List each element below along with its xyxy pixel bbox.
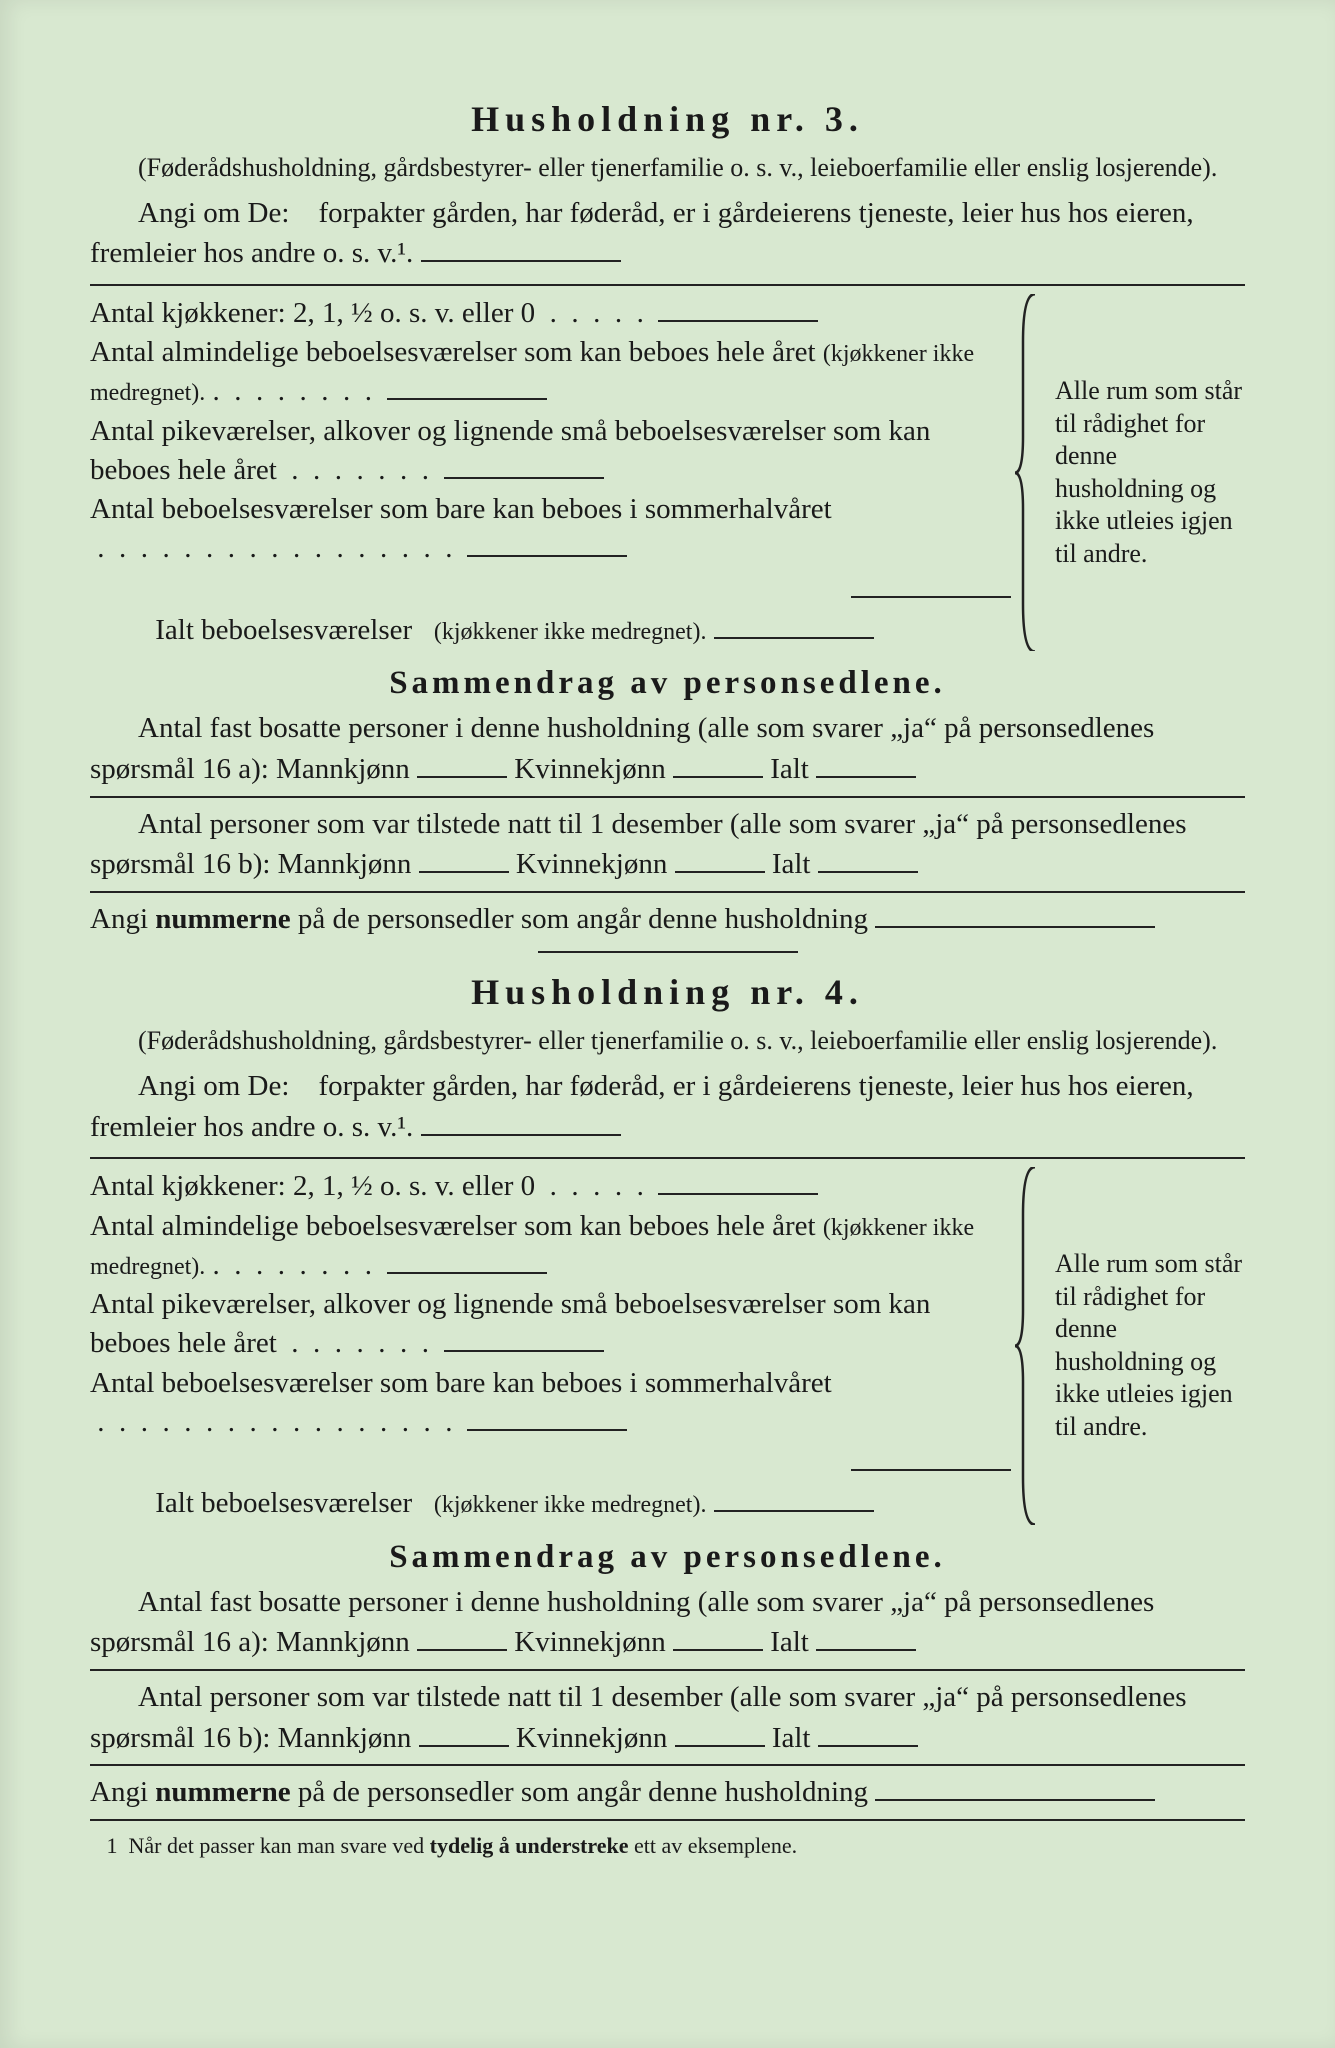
nummerne-line: Angi nummerne på de personsedler som ang… <box>90 899 1245 940</box>
household3-summary-title: Sammendrag av personsedlene. <box>90 665 1245 702</box>
kitchens-line: Antal kjøkkener: 2, 1, ½ o. s. v. eller … <box>90 294 1015 333</box>
nummerne-rest: på de personsedler som angår denne husho… <box>298 903 868 935</box>
household4-angi: Angi om De: forpakter gården, har føderå… <box>90 1066 1245 1147</box>
blank-line <box>714 1484 874 1512</box>
kvinne-label: Kvinnekjønn <box>516 848 667 880</box>
nummerne-line: Angi nummerne på de personsedler som ang… <box>90 1772 1245 1813</box>
blank-line <box>816 1623 916 1651</box>
ordinary-text: Antal almindelige beboelsesværelser som … <box>90 1210 816 1242</box>
summer-line: Antal beboelsesværelser som bare kan beb… <box>90 1365 1015 1441</box>
center-divider <box>538 951 798 953</box>
nummerne-pre: Angi <box>90 1776 148 1808</box>
nummerne-rest: på de personsedler som angår denne husho… <box>298 1776 868 1808</box>
kvinne-label: Kvinnekjønn <box>516 1722 667 1754</box>
curly-brace-icon <box>1015 1167 1043 1525</box>
q16a-line: Antal fast bosatte personer i denne hush… <box>90 1582 1245 1663</box>
blank-line <box>421 1107 621 1135</box>
ialt-label: Ialt <box>770 1626 809 1658</box>
curly-brace-icon <box>1015 294 1043 652</box>
angi-prefix: Angi om De: <box>138 1070 289 1102</box>
blank-line <box>675 1719 765 1747</box>
household3-subdesc: (Føderådshusholdning, gårdsbestyrer- ell… <box>90 152 1245 185</box>
ialt-label: Ialt <box>770 753 809 785</box>
blank-line <box>816 750 916 778</box>
document-page: Husholdning nr. 3. (Føderådshusholdning,… <box>0 0 1335 2048</box>
total-note: (kjøkkener ikke medregnet). <box>434 1492 707 1518</box>
blank-line <box>818 1719 918 1747</box>
maid-line: Antal pikeværelser, alkover og lignende … <box>90 1286 1015 1362</box>
kitchens-line: Antal kjøkkener: 2, 1, ½ o. s. v. eller … <box>90 1167 1015 1206</box>
blank-line <box>673 1623 763 1651</box>
summer-text: Antal beboelsesværelser som bare kan beb… <box>90 1367 832 1399</box>
blank-line <box>444 451 604 479</box>
blank-line <box>818 845 918 873</box>
ordinary-text: Antal almindelige beboelsesværelser som … <box>90 336 816 368</box>
footnote-pre: Når det passer kan man svare ved <box>129 1833 425 1858</box>
nummerne-pre: Angi <box>90 903 148 935</box>
blank-line <box>421 234 621 262</box>
total-text: Ialt beboelsesværelser <box>155 1487 412 1519</box>
household3-title: Husholdning nr. 3. <box>90 98 1245 140</box>
blank-line <box>387 372 547 400</box>
nummerne-bold: nummerne <box>155 903 290 935</box>
blank-line <box>387 1246 547 1274</box>
q16b-line: Antal personer som var tilstede natt til… <box>90 1677 1245 1758</box>
blank-line <box>444 1324 604 1352</box>
divider <box>90 1669 1245 1671</box>
kitchens-text: Antal kjøkkener: 2, 1, ½ o. s. v. eller … <box>90 297 535 329</box>
divider <box>90 1157 1245 1159</box>
ordinary-line: Antal almindelige beboelsesværelser som … <box>90 334 1015 410</box>
ordinary-line: Antal almindelige beboelsesværelser som … <box>90 1208 1015 1284</box>
nummerne-bold: nummerne <box>155 1776 290 1808</box>
q16b-line: Antal personer som var tilstede natt til… <box>90 804 1245 885</box>
maid-line: Antal pikeværelser, alkover og lignende … <box>90 413 1015 489</box>
total-rule <box>90 1443 1015 1482</box>
household4-title: Husholdning nr. 4. <box>90 971 1245 1013</box>
divider <box>90 284 1245 286</box>
footnote-post: ett av eksemplene. <box>634 1833 797 1858</box>
household4-summary-title: Sammendrag av personsedlene. <box>90 1539 1245 1576</box>
summer-line: Antal beboelsesværelser som bare kan beb… <box>90 491 1015 567</box>
blank-line <box>658 1167 818 1195</box>
divider <box>90 796 1245 798</box>
blank-line <box>658 294 818 322</box>
blank-line <box>419 1719 509 1747</box>
kvinne-label: Kvinnekjønn <box>514 753 665 785</box>
divider <box>90 1819 1245 1821</box>
household3-angi: Angi om De: forpakter gården, har føderå… <box>90 193 1245 274</box>
ialt-label: Ialt <box>772 1722 811 1754</box>
total-rule <box>90 570 1015 609</box>
household3-rooms-block: Antal kjøkkener: 2, 1, ½ o. s. v. eller … <box>90 294 1245 652</box>
divider <box>90 891 1245 893</box>
blank-line <box>417 1623 507 1651</box>
blank-line <box>417 750 507 778</box>
angi-prefix: Angi om De: <box>138 197 289 229</box>
household4-rooms-block: Antal kjøkkener: 2, 1, ½ o. s. v. eller … <box>90 1167 1245 1525</box>
total-line: Ialt beboelsesværelser (kjøkkener ikke m… <box>90 611 1015 650</box>
kitchens-text: Antal kjøkkener: 2, 1, ½ o. s. v. eller … <box>90 1170 535 1202</box>
bracket-text: Alle rum som står til rådighet for denne… <box>1043 1167 1245 1525</box>
footnote-marker: 1 <box>107 1833 118 1858</box>
household4-subdesc: (Føderådshusholdning, gårdsbestyrer- ell… <box>90 1025 1245 1058</box>
ialt-label: Ialt <box>772 848 811 880</box>
blank-line <box>467 529 627 557</box>
total-line: Ialt beboelsesværelser (kjøkkener ikke m… <box>90 1484 1015 1523</box>
divider <box>90 1764 1245 1766</box>
q16a-line: Antal fast bosatte personer i denne hush… <box>90 708 1245 789</box>
footnote-bold: tydelig å understreke <box>430 1833 629 1858</box>
summer-text: Antal beboelsesværelser som bare kan beb… <box>90 493 832 525</box>
blank-line <box>467 1403 627 1431</box>
footnote: 1 Når det passer kan man svare ved tydel… <box>90 1833 1245 1859</box>
total-text: Ialt beboelsesværelser <box>155 614 412 646</box>
total-note: (kjøkkener ikke medregnet). <box>434 619 707 645</box>
blank-line <box>875 900 1155 928</box>
blank-line <box>675 845 765 873</box>
blank-line <box>875 1773 1155 1801</box>
bracket-text: Alle rum som står til rådighet for denne… <box>1043 294 1245 652</box>
blank-line <box>673 750 763 778</box>
kvinne-label: Kvinnekjønn <box>514 1626 665 1658</box>
blank-line <box>419 845 509 873</box>
blank-line <box>714 611 874 639</box>
